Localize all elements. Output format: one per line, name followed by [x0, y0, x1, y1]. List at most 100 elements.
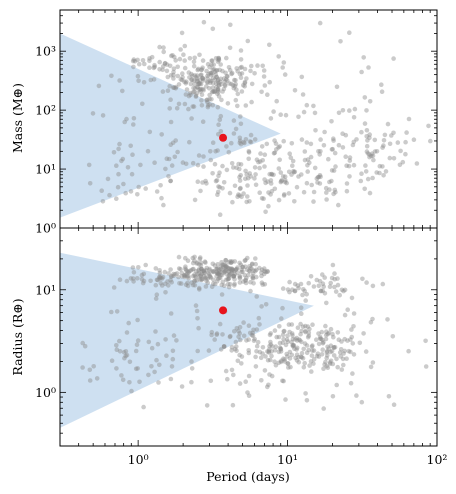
data-point	[216, 87, 221, 92]
data-point	[109, 358, 115, 364]
data-point	[289, 322, 295, 327]
data-point	[271, 151, 277, 156]
data-point	[364, 143, 370, 149]
data-point	[215, 271, 221, 277]
data-point	[176, 101, 182, 107]
data-point	[304, 102, 310, 108]
data-point	[232, 83, 238, 89]
data-point	[334, 382, 340, 388]
data-point	[359, 399, 365, 405]
data-point	[334, 356, 339, 362]
data-point	[214, 74, 219, 80]
data-point	[331, 168, 337, 173]
data-point	[215, 88, 221, 93]
data-point	[364, 108, 369, 113]
data-point	[189, 71, 194, 77]
data-point	[120, 377, 126, 383]
data-point	[204, 97, 210, 102]
data-point	[269, 373, 275, 379]
data-point	[217, 321, 223, 327]
data-point	[169, 273, 174, 279]
data-point	[322, 275, 328, 280]
data-point	[200, 180, 205, 185]
data-point	[354, 393, 359, 398]
data-point	[230, 83, 236, 88]
data-point	[237, 174, 242, 180]
data-point	[199, 268, 205, 274]
data-point	[209, 62, 214, 68]
data-point	[329, 348, 335, 354]
data-point	[193, 93, 199, 98]
data-point	[254, 349, 259, 354]
data-point	[294, 347, 299, 352]
data-point	[159, 195, 164, 201]
data-point	[230, 267, 235, 272]
data-point	[246, 393, 252, 399]
data-point	[301, 365, 307, 370]
data-point	[197, 256, 203, 262]
data-point	[229, 367, 235, 373]
data-point	[189, 379, 194, 385]
data-point	[257, 159, 263, 164]
data-point	[148, 77, 154, 83]
data-point	[234, 326, 240, 331]
data-point	[198, 255, 203, 260]
data-point	[276, 145, 281, 150]
data-point	[200, 58, 206, 63]
data-point	[246, 373, 252, 379]
data-point	[253, 172, 258, 177]
data-point	[299, 339, 304, 345]
data-point	[222, 79, 228, 84]
data-point	[398, 148, 403, 154]
data-point	[347, 158, 353, 163]
data-point	[171, 85, 177, 90]
data-point	[272, 348, 278, 353]
data-point	[243, 103, 249, 108]
data-point	[182, 79, 187, 84]
data-point	[179, 30, 185, 36]
data-point	[114, 163, 119, 168]
data-point	[289, 331, 295, 336]
data-point	[227, 266, 232, 271]
data-point	[225, 281, 231, 287]
data-point	[299, 172, 304, 177]
data-point	[180, 75, 185, 80]
data-point	[338, 354, 344, 359]
data-point	[143, 186, 148, 191]
data-point	[171, 273, 176, 279]
data-point	[391, 402, 397, 408]
data-point	[235, 270, 240, 276]
data-point	[223, 257, 228, 263]
data-point	[205, 280, 210, 286]
data-point	[161, 49, 166, 55]
data-point	[317, 334, 323, 340]
data-point	[204, 84, 209, 89]
data-point	[362, 121, 368, 126]
data-point	[250, 333, 256, 339]
data-point	[328, 358, 334, 364]
data-point	[164, 353, 169, 359]
data-point	[258, 355, 264, 361]
data-point	[228, 259, 233, 264]
data-point	[240, 264, 246, 270]
data-point	[246, 156, 251, 162]
data-point	[357, 340, 363, 346]
data-point	[217, 67, 222, 73]
data-point	[191, 59, 197, 65]
data-point	[224, 144, 229, 149]
data-point	[185, 269, 191, 275]
data-point	[280, 332, 286, 338]
data-point	[214, 68, 220, 73]
data-point	[216, 173, 221, 179]
data-point	[281, 193, 287, 198]
data-point	[215, 104, 221, 110]
data-point	[323, 332, 329, 338]
data-point	[250, 271, 256, 276]
data-point	[309, 344, 315, 349]
data-point	[233, 97, 239, 103]
data-point	[199, 67, 204, 73]
data-point	[208, 70, 214, 76]
data-point	[198, 81, 204, 87]
data-point	[296, 114, 301, 120]
data-point	[105, 176, 111, 182]
